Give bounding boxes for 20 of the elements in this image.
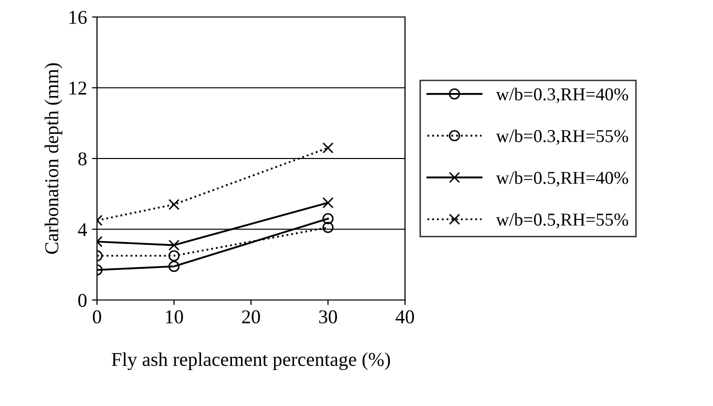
legend-label: w/b=0.3,RH=40% [496,88,628,104]
y-tick-label: 8 [78,152,87,166]
point [322,222,334,234]
x-tick-label: 30 [319,310,337,324]
x-tick-label: 40 [396,310,414,324]
y-tick-label: 16 [70,10,87,24]
x-axis-title: Fly ash replacement percentage (%) [112,352,390,370]
y-tick-label: 12 [70,82,86,94]
point [322,197,334,208]
x-tick-label: 10 [166,310,183,324]
point [322,213,334,224]
legend-label: w/b=0.3,RH=55% [496,129,628,145]
y-tick-label: 4 [78,223,87,236]
legend-label: w/b=0.5,RH=55% [496,213,628,228]
y-axis-title: Carbonation depth (mm) [44,63,62,254]
legend-label: w/b=0.5,RH=40% [496,171,628,187]
y-tick-label: 0 [78,294,87,307]
x-tick-label: 20 [242,310,260,324]
x-tick-label: 0 [92,310,102,324]
point [322,142,334,154]
